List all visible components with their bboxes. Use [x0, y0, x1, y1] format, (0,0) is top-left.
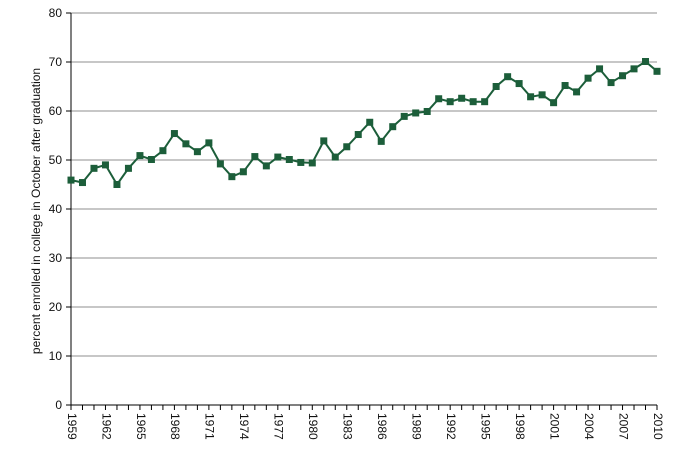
- data-point: [377, 137, 385, 145]
- data-point: [124, 164, 132, 172]
- data-point: [446, 98, 454, 106]
- x-tick-label: 1983: [341, 413, 355, 440]
- x-tick-label: 2004: [582, 413, 596, 440]
- data-point: [642, 58, 650, 66]
- data-point: [469, 98, 477, 106]
- y-tick-label: 50: [49, 153, 63, 167]
- data-point: [205, 139, 213, 147]
- data-point: [113, 181, 121, 188]
- data-point: [366, 118, 374, 126]
- y-axis-title: percent enrolled in college in October a…: [29, 68, 43, 354]
- data-point: [389, 123, 397, 131]
- data-point: [504, 73, 512, 81]
- data-point: [297, 158, 305, 166]
- data-point: [343, 143, 351, 151]
- data-point: [458, 94, 466, 102]
- x-tick-label: 1974: [237, 413, 251, 440]
- data-point: [239, 168, 247, 176]
- data-point: [423, 107, 431, 115]
- data-point: [527, 93, 535, 101]
- data-point: [101, 161, 109, 169]
- data-point: [274, 153, 282, 161]
- data-point: [412, 109, 420, 117]
- y-tick-label: 60: [49, 104, 63, 118]
- y-tick-label: 40: [49, 202, 63, 216]
- data-point: [435, 95, 443, 103]
- data-point: [147, 156, 155, 164]
- data-point: [251, 153, 259, 161]
- series-line: [70, 60, 658, 187]
- data-point: [653, 67, 661, 75]
- data-point: [285, 156, 293, 164]
- data-point: [596, 65, 604, 73]
- data-point: [584, 74, 592, 82]
- data-point: [90, 164, 98, 172]
- data-point: [320, 137, 328, 145]
- data-point: [561, 82, 569, 90]
- x-tick-label: 1995: [478, 413, 492, 440]
- y-tick-label: 70: [49, 55, 63, 69]
- data-point: [78, 179, 86, 187]
- x-tick-label: 1959: [65, 413, 79, 440]
- data-point: [331, 153, 339, 161]
- data-point: [630, 65, 638, 73]
- x-tick-label: 1962: [99, 413, 113, 440]
- x-tick-label: 1968: [168, 413, 182, 440]
- y-tick-label: 0: [55, 398, 62, 412]
- data-point: [308, 159, 316, 167]
- axes: [66, 12, 658, 410]
- x-tick-label: 1971: [203, 413, 217, 440]
- data-point: [136, 152, 144, 160]
- data-point: [216, 160, 224, 168]
- data-point: [515, 80, 523, 88]
- gridlines: [71, 12, 657, 357]
- x-tick-label: 1989: [410, 413, 424, 440]
- data-point: [550, 99, 558, 107]
- y-tick-label: 80: [49, 6, 63, 20]
- y-tick-label: 20: [49, 300, 63, 314]
- data-point: [67, 176, 75, 184]
- data-point: [492, 83, 500, 90]
- x-tick-label: 1992: [444, 413, 458, 440]
- data-point: [170, 130, 178, 138]
- x-tick-label: 1965: [134, 413, 148, 440]
- x-tick-label: 1980: [306, 413, 320, 440]
- data-point: [228, 173, 236, 181]
- data-point: [538, 91, 546, 99]
- x-tick-label: 1998: [513, 413, 527, 440]
- data-point: [193, 148, 201, 156]
- x-tick-label: 2001: [547, 413, 561, 440]
- data-point: [481, 98, 489, 106]
- data-point: [619, 72, 627, 80]
- y-tick-label: 10: [49, 349, 63, 363]
- data-point: [607, 79, 615, 87]
- x-tick-label: 2010: [651, 413, 665, 440]
- data-point: [400, 112, 408, 120]
- data-series: [67, 58, 661, 188]
- x-tick-label: 1977: [272, 413, 286, 440]
- x-tick-label: 2007: [616, 413, 630, 440]
- data-point: [573, 88, 581, 96]
- data-point: [159, 147, 167, 155]
- data-point: [262, 162, 270, 170]
- axis-labels: 0 10 20 30 40 50 60 70 80 1959 1962 1965 1968 1971 197…: [49, 6, 665, 440]
- x-tick-label: 1986: [375, 413, 389, 440]
- data-point: [354, 131, 362, 139]
- y-tick-label: 30: [49, 251, 63, 265]
- data-point: [182, 140, 190, 148]
